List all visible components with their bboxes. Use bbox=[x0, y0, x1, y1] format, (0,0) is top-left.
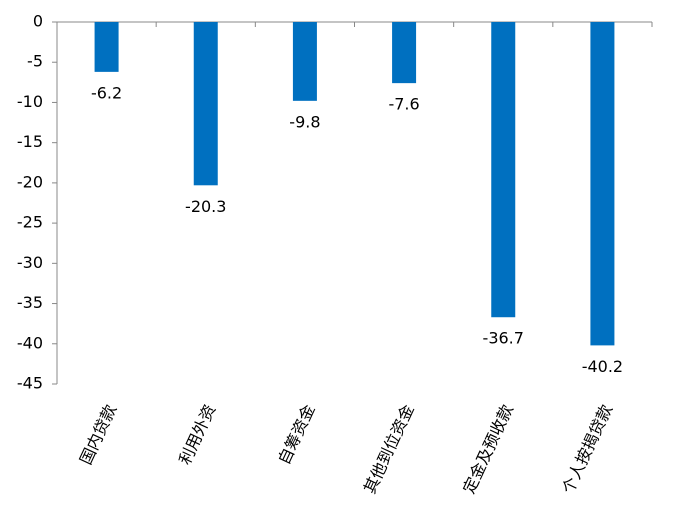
data-label: -7.6 bbox=[388, 95, 419, 114]
bar bbox=[292, 22, 317, 101]
y-tick-label: 0 bbox=[33, 12, 43, 31]
y-tick-label: -45 bbox=[17, 374, 43, 393]
data-label: -9.8 bbox=[289, 112, 320, 131]
x-tick-label: 定金及预收款 bbox=[459, 402, 517, 497]
x-tick-label: 利用外资 bbox=[175, 402, 219, 468]
data-label: -40.2 bbox=[582, 357, 623, 376]
x-tick-label: 国内贷款 bbox=[76, 402, 120, 468]
y-tick-label: -5 bbox=[27, 52, 43, 71]
bar bbox=[94, 22, 119, 72]
data-label: -6.2 bbox=[91, 83, 122, 102]
data-label: -20.3 bbox=[185, 197, 226, 216]
y-tick-label: -15 bbox=[17, 132, 43, 151]
y-tick-label: -10 bbox=[17, 92, 43, 111]
bar bbox=[392, 22, 417, 84]
x-tick-label: 自筹资金 bbox=[274, 402, 318, 468]
bar bbox=[491, 22, 516, 318]
x-tick-label: 个人按揭贷款 bbox=[558, 402, 616, 497]
y-tick-label: -30 bbox=[17, 253, 43, 272]
x-tick-label: 其他到位资金 bbox=[360, 402, 418, 497]
bar bbox=[590, 22, 615, 346]
bar bbox=[193, 22, 218, 186]
y-tick-label: -25 bbox=[17, 213, 43, 232]
data-label: -36.7 bbox=[483, 329, 524, 348]
y-tick-label: -35 bbox=[17, 293, 43, 312]
y-tick-label: -40 bbox=[17, 333, 43, 352]
y-tick-label: -20 bbox=[17, 172, 43, 191]
